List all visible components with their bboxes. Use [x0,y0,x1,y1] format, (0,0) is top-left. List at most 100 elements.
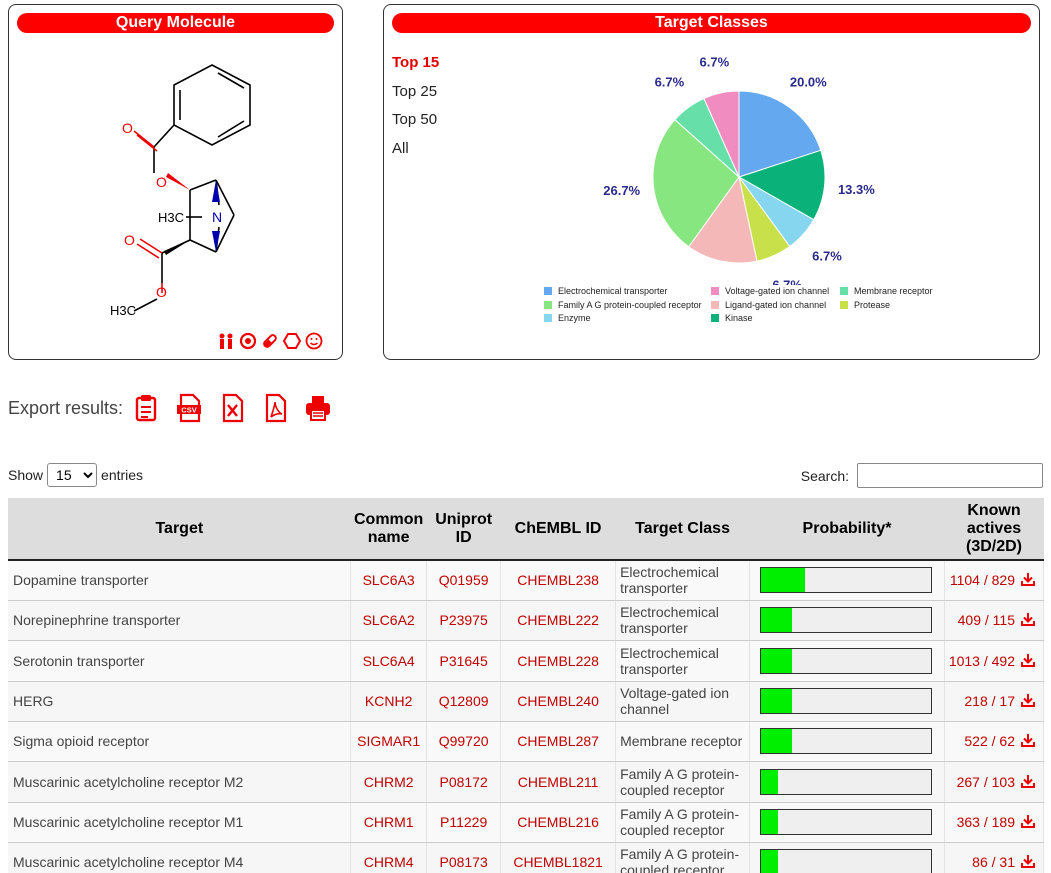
legend-item[interactable]: Membrane receptor [840,286,933,296]
cell-uniprot-link[interactable]: P31645 [426,640,502,682]
legend-swatch [544,300,552,309]
probability-bar [760,768,933,795]
cell-common-name-link[interactable]: SLC6A4 [350,640,428,682]
cell-chembl-link[interactable]: CHEMBL287 [500,721,617,762]
pie-slice[interactable] [688,175,758,264]
entries-select[interactable]: 15 [47,463,98,487]
option-top-25[interactable]: Top 25 [392,82,438,100]
header-target-class[interactable]: Target Class [615,498,750,561]
cell-uniprot-link[interactable]: P11229 [426,802,502,843]
known-actives-link[interactable]: 1104 / 829 [949,572,1015,589]
download-icon[interactable] [1021,854,1035,868]
cell-common-name-link[interactable]: SIGMAR1 [350,721,428,762]
known-actives-link[interactable]: 409 / 115 [957,612,1015,628]
header-known-actives[interactable]: Known actives (3D/2D) [944,498,1044,561]
pie-data-label: 6.7% [700,55,730,70]
print-icon[interactable] [303,393,333,423]
header-probability[interactable]: Probability* [749,498,945,561]
cell-target-class: Electrochemical transporter [615,640,751,682]
cell-common-name-link[interactable]: SLC6A2 [350,600,428,641]
pie-data-label: 26.7% [603,183,640,198]
search-input[interactable] [857,463,1043,488]
smiley-icon[interactable] [305,332,323,350]
download-icon[interactable] [1021,572,1035,587]
table-row: Serotonin transporter SLC6A4 P31645 CHEMBL2… [8,640,1044,682]
cell-chembl-link[interactable]: CHEMBL228 [500,640,617,682]
legend-item[interactable]: Kinase [711,313,753,323]
cell-probability [749,600,945,641]
legend-item[interactable]: Family A G protein-coupled receptor [544,300,702,310]
pie-data-label: 6.7% [655,75,685,90]
cell-uniprot-link[interactable]: P23975 [426,600,502,641]
header-uniprot-id[interactable]: Uniprot ID [426,498,501,561]
download-icon[interactable] [1021,814,1035,828]
download-icon[interactable] [1021,774,1035,788]
header-common-name[interactable]: Common name [350,498,427,561]
clipboard-icon[interactable] [131,393,161,423]
header-target[interactable]: Target [8,498,351,561]
atom-label: H3C [158,210,184,225]
cell-uniprot-link[interactable]: Q99720 [426,721,502,762]
cell-known-actives: 267 / 103 [944,761,1044,803]
pie-slice[interactable] [703,90,740,178]
legend-item[interactable]: Enzyme [544,313,591,323]
download-icon[interactable] [1021,653,1035,667]
download-icon[interactable] [1021,733,1035,747]
cell-chembl-link[interactable]: CHEMBL222 [500,600,617,641]
cell-common-name-link[interactable]: CHRM1 [350,802,428,843]
molecule-structure: O O O O N H3C H3C [110,64,251,318]
cell-uniprot-link[interactable]: Q12809 [426,681,502,722]
known-actives-link[interactable]: 267 / 103 [956,773,1015,790]
target-icon[interactable] [239,332,257,350]
ligand-icon[interactable] [217,332,235,350]
known-actives-link[interactable]: 363 / 189 [956,814,1015,830]
known-actives-link[interactable]: 86 / 31 [972,854,1015,870]
cell-common-name-link[interactable]: CHRM4 [350,842,428,873]
cell-target: Sigma opioid receptor [8,721,352,762]
option-top-50[interactable]: Top 50 [392,111,438,128]
legend-item[interactable]: Voltage-gated ion channel [711,286,829,296]
known-actives-link[interactable]: 218 / 17 [964,693,1015,709]
download-icon[interactable] [1021,612,1035,626]
cell-chembl-link[interactable]: CHEMBL238 [500,560,617,601]
legend-swatch [711,287,719,295]
option-top-15[interactable]: Top 15 [392,54,440,71]
legend-swatch [544,287,552,295]
cell-probability [749,681,945,722]
cell-chembl-link[interactable]: CHEMBL216 [500,802,617,843]
cell-uniprot-link[interactable]: P08173 [426,842,502,873]
pdf-icon[interactable] [260,393,290,423]
cell-target: HERG [8,681,352,722]
known-actives-link[interactable]: 1013 / 492 [948,652,1015,669]
pie-slice[interactable] [738,90,822,178]
pie-data-label: 6.7% [772,278,802,285]
cell-chembl-link[interactable]: CHEMBL1821 [500,842,617,873]
download-icon[interactable] [1021,693,1035,707]
cell-uniprot-link[interactable]: Q01959 [426,560,502,601]
excel-icon[interactable] [217,393,247,423]
length-control: Show 15 entries [8,463,143,487]
cell-common-name-link[interactable]: CHRM2 [350,761,428,803]
probability-bar [760,607,933,633]
csv-icon[interactable]: CSV [174,393,204,423]
atom-label: O [124,232,135,248]
cell-uniprot-link[interactable]: P08172 [426,761,502,803]
header-chembl-id[interactable]: ChEMBL ID [500,498,616,561]
legend-swatch [711,300,719,309]
legend-item[interactable]: Protease [840,300,890,310]
target-classes-panel: Target Classes Top 15 Top 25 Top 50 All … [383,4,1040,360]
legend-item[interactable]: Ligand-gated ion channel [711,300,826,310]
cell-common-name-link[interactable]: KCNH2 [350,681,428,722]
cell-common-name-link[interactable]: SLC6A3 [350,560,428,601]
cell-chembl-link[interactable]: CHEMBL240 [500,681,617,722]
option-all[interactable]: All [392,139,409,157]
pie-slice[interactable] [737,149,826,221]
known-actives-link[interactable]: 522 / 62 [964,733,1015,749]
cell-chembl-link[interactable]: CHEMBL211 [500,761,617,803]
pie-slice[interactable] [652,118,740,248]
hexagon-icon[interactable] [282,332,302,350]
legend-item[interactable]: Electrochemical transporter [544,286,668,296]
cell-probability [749,802,945,843]
pill-icon[interactable] [261,332,279,350]
cell-target: Muscarinic acetylcholine receptor M4 [8,842,352,873]
